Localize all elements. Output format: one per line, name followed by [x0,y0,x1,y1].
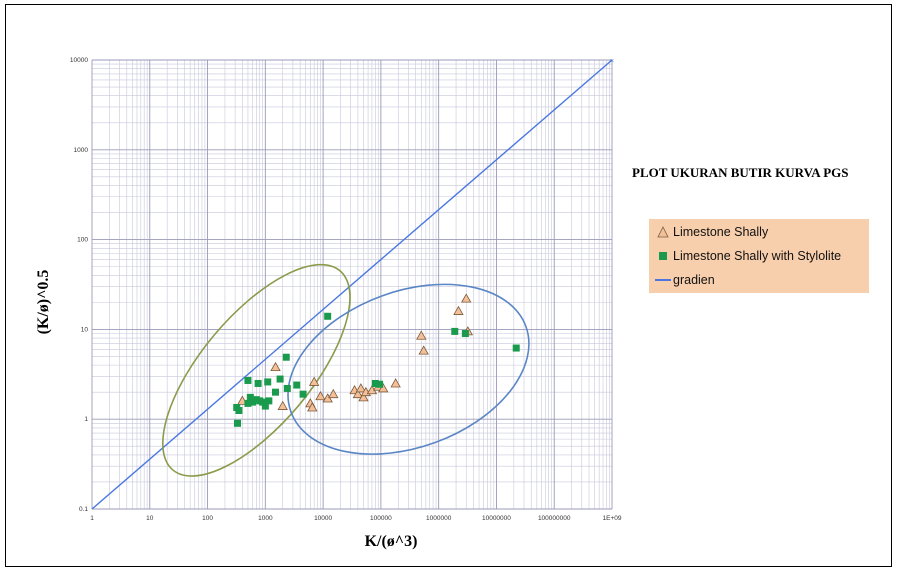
limestone-shally-point [358,392,369,402]
limestone-stylolite-point [324,312,332,320]
limestone-shally-point [355,383,367,393]
x-tick-label: 10 [146,515,154,522]
limestone-shally-point [461,293,472,303]
legend-item-limestone-shally: Limestone Shally [653,223,768,241]
limestone-stylolite-point [249,398,257,406]
chart-frame: 1 10 100 1000 10000 100000 1000000 10000000 1000… [5,4,892,567]
limestone-stylolite-point [235,406,243,414]
limestone-shally-point [307,402,318,412]
y-axis-label: (K/ø)^0.5 [35,269,52,335]
y-tick-label: 1 [84,416,88,423]
x-tick-label: 100000 [370,515,392,522]
x-tick-label: 100000000 [538,515,571,522]
limestone-shally-point [453,305,464,315]
x-axis-label: K/(ø^3) [364,533,418,550]
limestone-stylolite-point [282,353,290,361]
gradien-line [91,59,613,510]
y-tick-label: 0.1 [79,506,88,513]
limestone-shally-point [352,388,364,399]
shally-cluster-ellipse [287,283,530,455]
legend-label: Limestone Shally with Stylolite [673,249,842,263]
limestone-stylolite-point [451,327,459,335]
y-tick-label: 10 [81,326,89,333]
limestone-shally-point [390,378,401,388]
x-tick-label: 10000000 [482,515,511,522]
limestone-stylolite-point [512,344,520,352]
limestone-shally-point [418,345,429,355]
y-tick-label: 10000 [70,57,88,64]
legend-item-gradien: gradien [653,271,715,289]
limestone-stylolite-point [254,379,262,387]
limestone-stylolite-point [461,330,469,338]
limestone-stylolite-point [272,388,280,396]
limestone-shally-point [315,390,326,401]
x-tick-label: 1000000 [426,515,452,522]
legend-label: Limestone Shally [673,225,769,239]
square-marker-icon [653,249,673,263]
x-tick-label: 1000 [258,515,273,522]
limestone-shally-point [277,400,288,410]
limestone-stylolite-point [276,375,284,383]
limestone-stylolite-point [246,393,254,401]
y-tick-label: 100 [77,237,88,244]
plot-area: 1 10 100 1000 10000 100000 1000000 10000000 1000… [70,57,622,522]
limestone-shally-point [378,383,389,393]
x-tick-label: 10000 [314,515,332,522]
limestone-stylolite-point [265,397,273,405]
x-tick-label: 100 [202,515,213,522]
limestone-stylolite-point [283,384,291,392]
limestone-stylolite-point [264,378,272,386]
x-tick-label: 1E+09 [603,515,622,522]
limestone-stylolite-point [299,390,307,398]
limestone-stylolite-point [261,402,269,410]
limestone-shally-point [308,376,320,386]
limestone-stylolite-point [244,376,252,384]
triangle-marker-icon [653,225,673,239]
stylolite-cluster-ellipse [162,263,351,477]
legend-label: gradien [673,273,715,287]
limestone-stylolite-point [259,398,267,406]
limestone-stylolite-point [376,380,384,388]
limestone-shally-point [328,388,339,399]
limestone-stylolite-point [244,399,252,407]
limestone-stylolite-point [371,379,379,387]
y-tick-label: 1000 [74,147,89,154]
legend-item-limestone-shally-stylolite: Limestone Shally with Stylolite [653,247,841,265]
limestone-shally-point [270,361,281,372]
x-tick-label: 1 [90,515,94,522]
limestone-shally-point [416,330,427,340]
limestone-stylolite-point [293,381,301,389]
legend: Limestone Shally Limestone Shally with S… [649,219,869,293]
line-marker-icon [653,273,673,287]
limestone-stylolite-point [234,419,242,427]
chart-title: PLOT UKURAN BUTIR KURVA PGS [632,165,849,180]
gradien-end-marker: × [610,58,614,65]
